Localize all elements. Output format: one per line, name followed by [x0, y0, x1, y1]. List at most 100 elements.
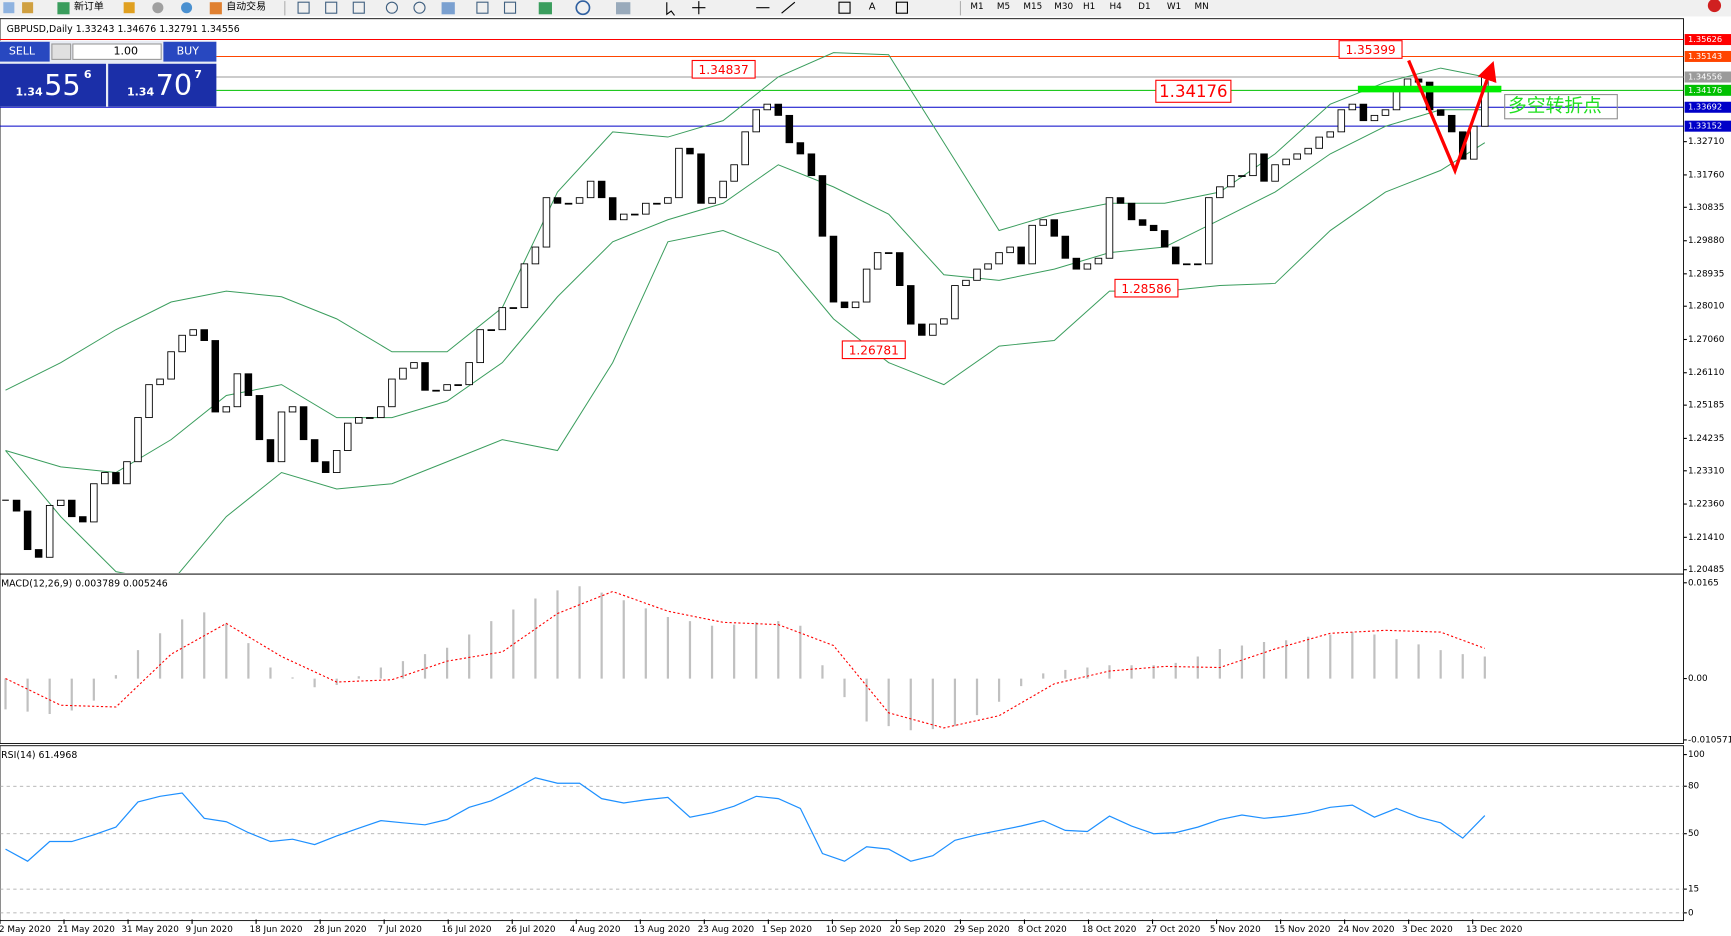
icon[interactable]	[325, 1, 338, 14]
icon[interactable]	[538, 2, 552, 15]
candle	[1282, 158, 1290, 166]
candle	[918, 323, 926, 336]
candle	[79, 516, 87, 523]
sell-button[interactable]	[0, 41, 50, 62]
candle	[1017, 246, 1025, 265]
x-tick-label: 4 Aug 2020	[570, 925, 621, 935]
crosshair-icon[interactable]	[692, 1, 706, 15]
icon[interactable]	[385, 1, 398, 14]
macd-title: MACD(12,26,9) 0.003789 0.005246	[1, 579, 168, 590]
timeframe-button[interactable]: M1	[970, 2, 983, 12]
bollinger-middle	[5, 109, 1485, 474]
candle	[45, 505, 54, 558]
buy-button[interactable]	[163, 41, 217, 62]
bollinger-upper	[5, 52, 1485, 391]
candle	[697, 153, 705, 204]
icon[interactable]	[181, 2, 193, 14]
candle	[233, 373, 242, 408]
candle	[134, 417, 142, 463]
candle	[1083, 263, 1092, 270]
icon[interactable]	[503, 1, 517, 14]
lots-value[interactable]: 1.00	[113, 45, 138, 58]
timeframe-button[interactable]: MN	[1194, 2, 1208, 12]
candle	[189, 329, 197, 336]
candle	[631, 213, 639, 216]
candle	[597, 180, 606, 199]
price-label-box	[1155, 79, 1232, 103]
sell-label[interactable]: SELL	[9, 45, 36, 58]
price-level-tag	[1684, 101, 1731, 113]
timeframe-button[interactable]: M5	[997, 2, 1010, 12]
lots-down[interactable]	[51, 43, 72, 60]
candle	[763, 103, 772, 111]
buy-label[interactable]: BUY	[177, 45, 200, 58]
price-label: 1.34176	[1159, 82, 1227, 101]
lots-input[interactable]	[72, 43, 162, 60]
plot-area	[5, 777, 1486, 862]
candle	[796, 142, 805, 155]
price-level-label: 1.35143	[1688, 51, 1722, 61]
candle	[1447, 114, 1456, 133]
icon[interactable]	[441, 2, 455, 15]
y-tick-label: 1.28010	[1688, 302, 1725, 312]
candle	[1304, 147, 1312, 155]
candle	[465, 362, 473, 386]
trendline-icon[interactable]	[781, 1, 796, 14]
trade-panel: SELL 1.00 BUY 1.34 55 6 1.34 70 7	[0, 40, 217, 107]
sell-price-box[interactable]	[0, 63, 106, 107]
icon[interactable]	[352, 1, 365, 14]
icon[interactable]	[895, 1, 909, 14]
plot-area	[4, 586, 1486, 731]
candle	[1436, 109, 1445, 116]
candle	[675, 147, 683, 199]
timeframe-button[interactable]: H4	[1109, 2, 1122, 12]
timeframe-button[interactable]: W1	[1167, 2, 1181, 12]
price-level-label: 1.34176	[1688, 85, 1722, 95]
x-tick-label: 9 Jun 2020	[185, 925, 233, 935]
alert-icon[interactable]	[1707, 0, 1722, 13]
candle	[1171, 246, 1180, 265]
icon[interactable]	[297, 1, 310, 14]
auto-trading-button[interactable]: 自动交易	[226, 0, 266, 13]
candle	[1160, 230, 1169, 248]
cursor-icon[interactable]	[666, 2, 675, 16]
y-tick-label: 1.26110	[1688, 368, 1725, 378]
icon[interactable]	[152, 2, 164, 14]
icon[interactable]	[616, 2, 631, 15]
plot-area	[0, 39, 1684, 574]
candle	[829, 235, 838, 303]
candle	[1381, 109, 1390, 116]
x-tick-label: 24 Nov 2020	[1338, 925, 1395, 935]
candle	[366, 417, 374, 419]
new-order-button[interactable]: 新订单	[74, 0, 104, 13]
icon[interactable]	[838, 1, 851, 14]
toolbar-bg	[0, 0, 1731, 17]
icon[interactable]	[476, 1, 489, 14]
candle	[708, 197, 716, 204]
buy-price-box[interactable]	[108, 63, 217, 107]
timeframe-button[interactable]: H1	[1083, 2, 1095, 12]
icon[interactable]	[22, 2, 34, 14]
y-tick-label: 1.24235	[1688, 434, 1724, 444]
annotation-box	[1504, 94, 1618, 120]
icon[interactable]	[123, 2, 135, 14]
candle	[995, 252, 1003, 265]
bollinger-lower	[5, 142, 1486, 574]
icon[interactable]	[413, 1, 426, 14]
timeframe-button[interactable]: M30	[1054, 2, 1073, 12]
icon[interactable]	[3, 2, 15, 14]
new-order-icon[interactable]	[57, 2, 70, 15]
auto-trading-icon[interactable]	[209, 2, 222, 15]
candle	[222, 406, 231, 413]
candle	[332, 450, 341, 473]
y-tick-label: 0.0165	[1688, 578, 1719, 588]
candle	[1138, 219, 1147, 226]
icon[interactable]: A	[869, 2, 876, 13]
price-level-label: 1.35626	[1688, 34, 1722, 44]
candle	[1348, 103, 1357, 111]
icon[interactable]	[575, 0, 591, 16]
timeframe-button[interactable]: D1	[1138, 2, 1150, 12]
x-tick-label: 20 Sep 2020	[890, 925, 946, 935]
timeframe-button[interactable]: M15	[1023, 2, 1042, 12]
x-tick-label: 28 Jun 2020	[314, 925, 367, 935]
